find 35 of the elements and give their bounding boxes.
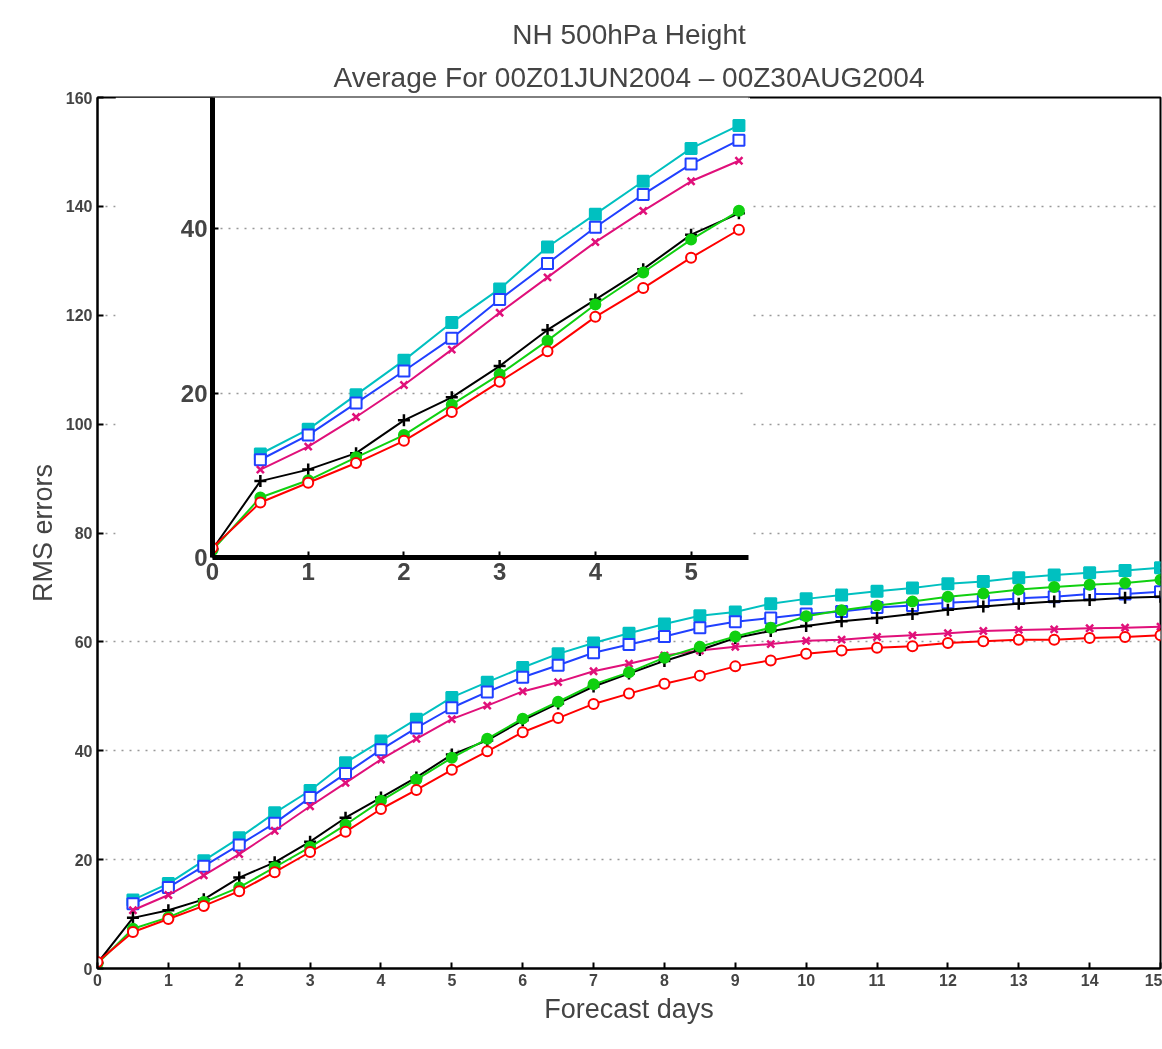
y-axis-title: RMS errors — [27, 463, 58, 602]
chart-subtitle: Average For 00Z01JUN2004 – 00Z30AUG2004 — [333, 61, 925, 93]
x-tick-label: 12 — [939, 971, 957, 989]
x-tick-label: 2 — [397, 557, 411, 585]
x-tick-label: 3 — [305, 971, 315, 989]
y-tick-label: 20 — [180, 379, 208, 407]
y-tick-label: 40 — [74, 742, 93, 760]
x-tick-label: 6 — [518, 971, 528, 989]
x-tick-label: 11 — [868, 971, 886, 989]
x-tick-label: 13 — [1009, 971, 1028, 989]
x-tick-label: 4 — [376, 971, 386, 989]
x-tick-label: 2 — [234, 971, 244, 989]
y-tick-label: 160 — [65, 89, 93, 107]
y-tick-label: 100 — [65, 416, 93, 434]
y-tick-label: 80 — [74, 525, 93, 542]
y-tick-label: 0 — [83, 960, 93, 978]
x-axis-title: Forecast days — [544, 993, 714, 1024]
x-tick-label: 10 — [797, 971, 816, 989]
y-tick-label: 40 — [180, 215, 208, 243]
x-tick-label: 15 — [1144, 971, 1162, 989]
y-tick-label: 60 — [74, 633, 93, 651]
chart-title: NH 500hPa Height — [512, 18, 746, 50]
y-tick-label: 120 — [65, 307, 93, 325]
x-tick-label: 8 — [659, 971, 669, 989]
x-tick-label: 4 — [588, 557, 603, 585]
x-tick-label: 3 — [492, 557, 507, 585]
x-tick-label: 1 — [301, 557, 315, 585]
x-tick-label: 5 — [684, 557, 698, 585]
x-tick-label: 14 — [1080, 971, 1099, 989]
y-tick-label: 140 — [65, 198, 93, 216]
x-tick-label: 5 — [447, 971, 457, 989]
x-tick-label: 1 — [163, 971, 173, 989]
x-tick-label: 7 — [589, 971, 599, 989]
y-tick-label: 20 — [74, 851, 93, 869]
x-tick-label: 9 — [730, 971, 740, 989]
